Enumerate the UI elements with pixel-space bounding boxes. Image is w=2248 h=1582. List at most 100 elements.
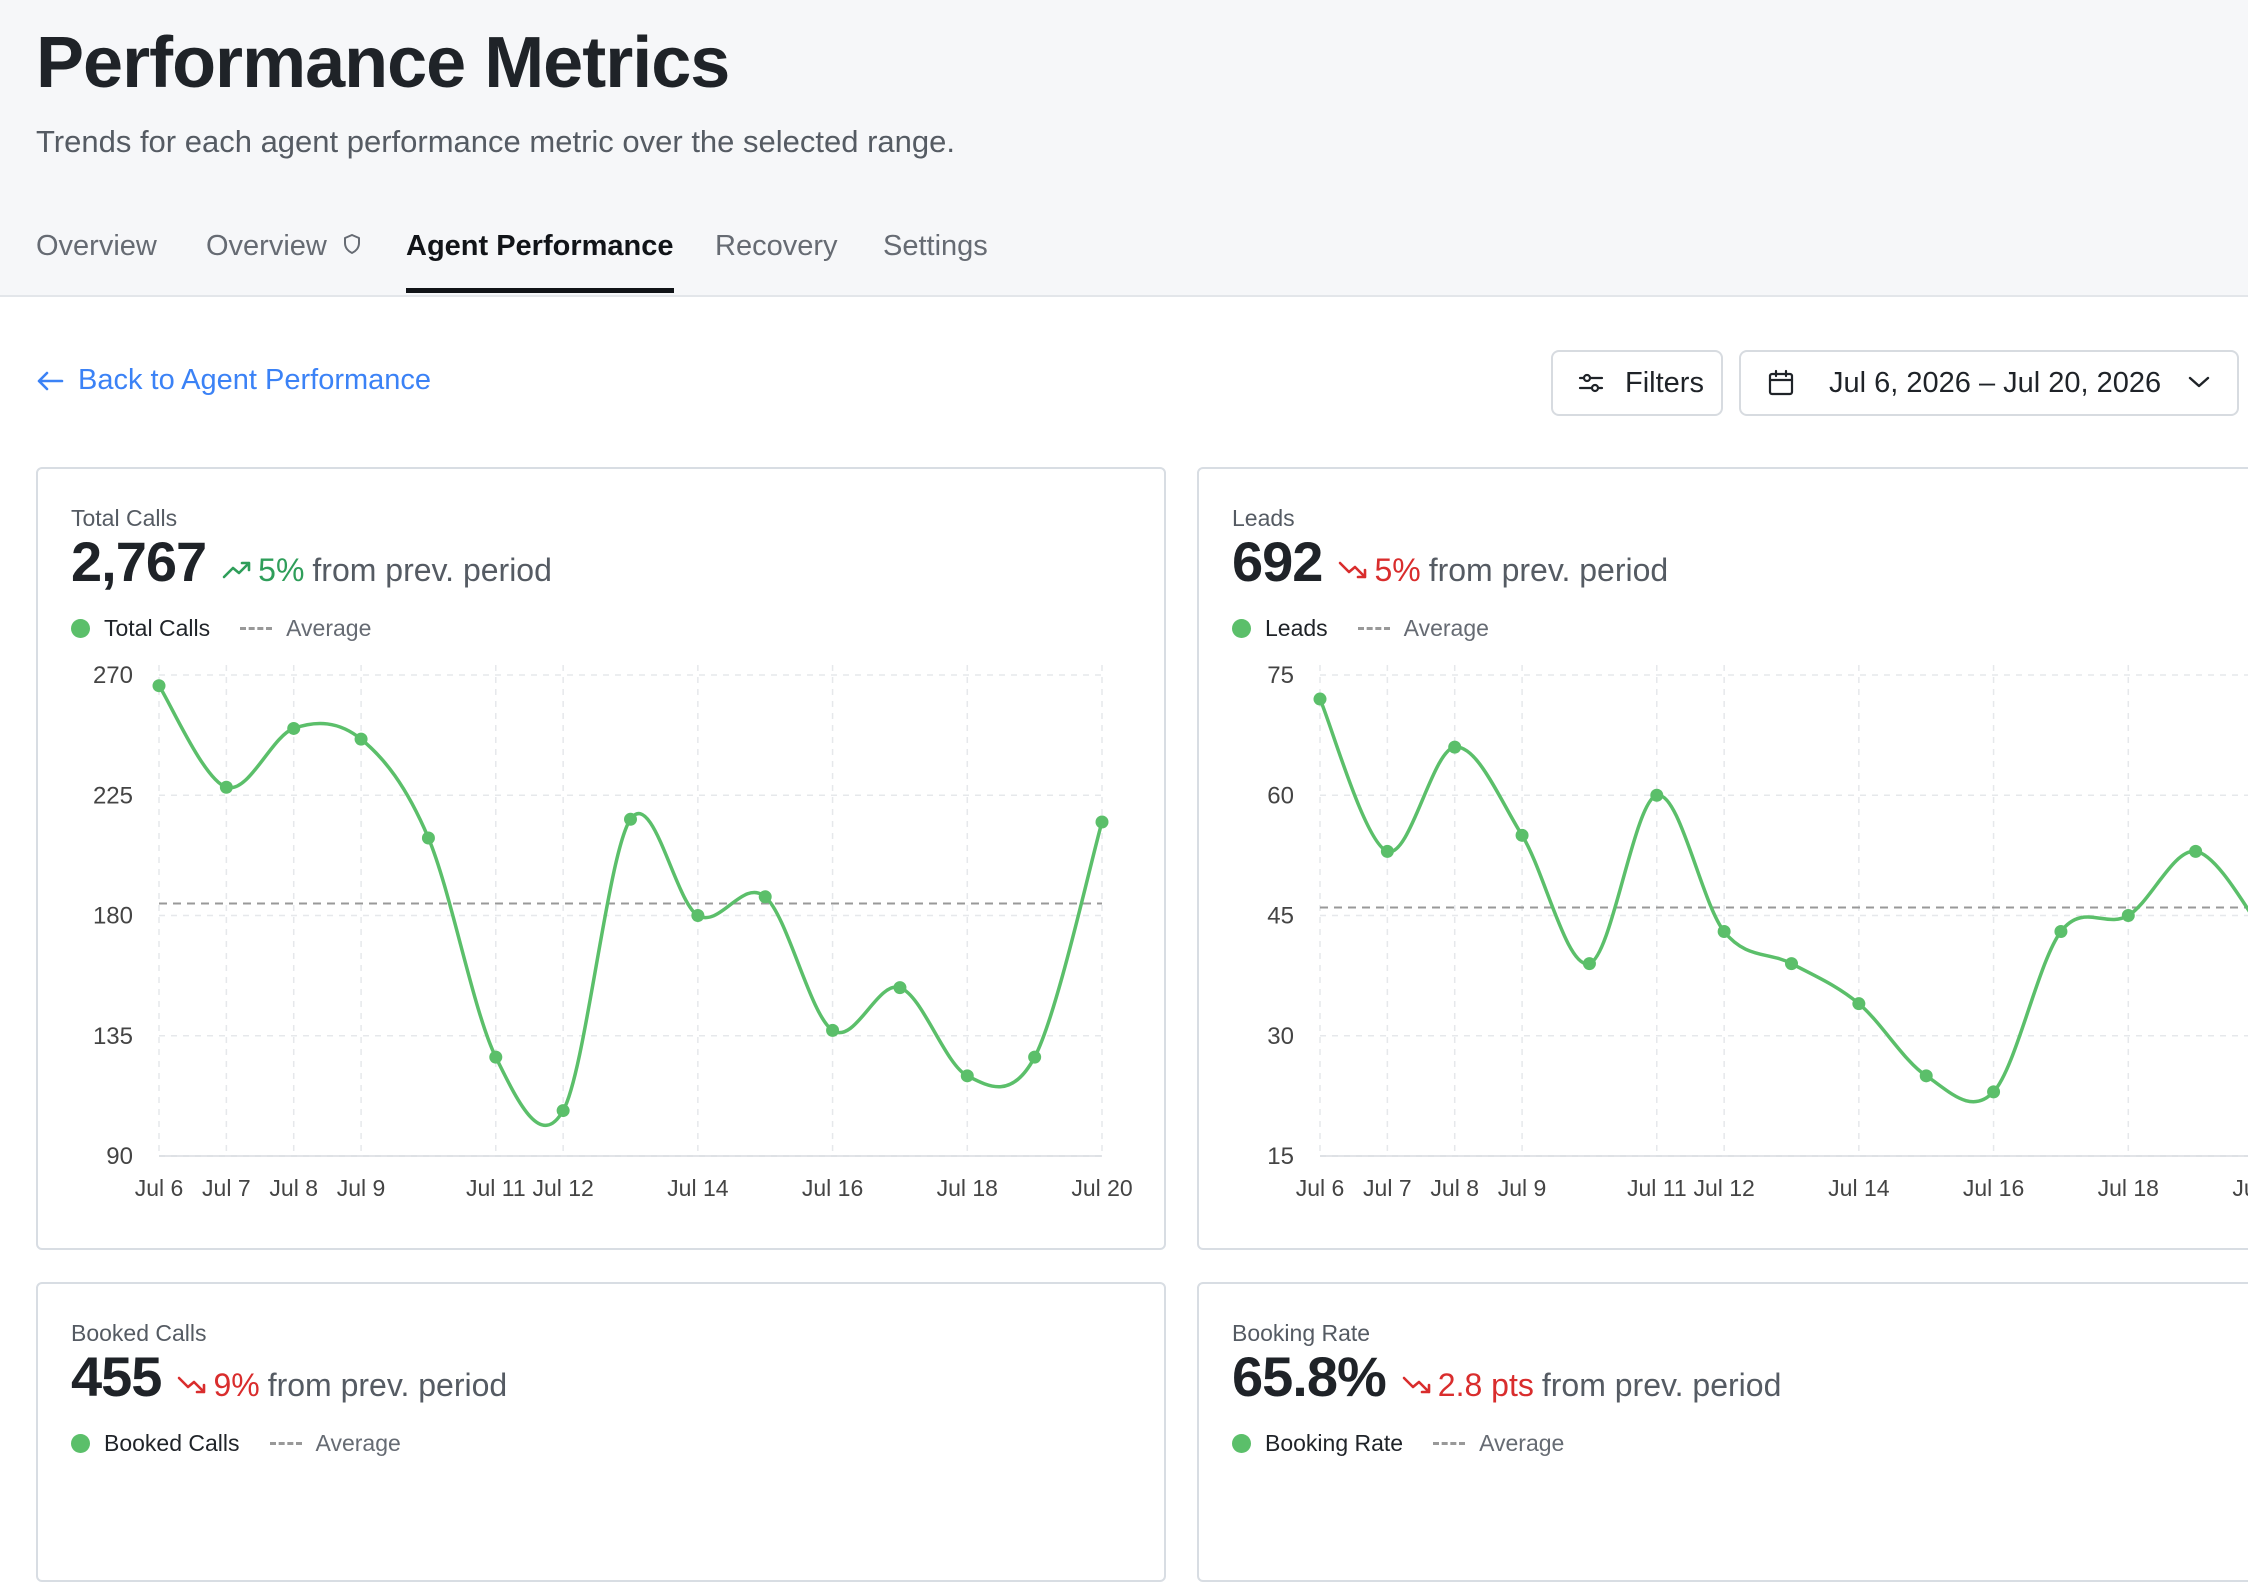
chart-legend: Booked Calls Average: [71, 1430, 401, 1457]
tab-label: Settings: [883, 230, 988, 262]
data-point: [624, 812, 637, 826]
metric-label: Booking Rate: [1232, 1320, 1371, 1346]
data-point: [219, 780, 233, 794]
tab-label: Agent Performance: [406, 230, 674, 262]
data-point: [1448, 740, 1462, 754]
legend-series-label: Leads: [1265, 615, 1328, 641]
data-point: [556, 1104, 570, 1118]
x-tick-label: Jul 18: [937, 1175, 998, 1201]
data-point: [826, 1023, 840, 1037]
data-point: [2121, 909, 2135, 922]
trend-suffix: from prev. period: [312, 552, 552, 588]
legend-average-swatch: [1357, 627, 1390, 630]
legend-series-swatch: [1232, 1434, 1251, 1453]
metric-value-row: 455 9% from prev. period: [71, 1344, 507, 1409]
x-tick-label: Jul 11: [466, 1175, 526, 1201]
metric-value-row: 2,767 5% from prev. period: [71, 529, 552, 594]
data-point: [758, 890, 772, 904]
x-tick-label: Jul 12: [1693, 1175, 1754, 1201]
legend-series-swatch: [71, 619, 90, 638]
series-line: [1318, 698, 2248, 1104]
calendar-icon: [1768, 369, 1794, 396]
tab-label: Overview: [36, 230, 157, 262]
legend-average-swatch: [269, 1442, 302, 1445]
x-tick-label: Jul 12: [532, 1175, 593, 1201]
trend-up-icon: [222, 552, 258, 589]
y-tick-label: 225: [93, 782, 133, 809]
metric-card-booked-calls: Booked Calls 455 9% from prev. period Booked…: [36, 1282, 1166, 1582]
x-tick-label: Jul 9: [1498, 1175, 1547, 1201]
x-tick-label: Jul 8: [269, 1175, 318, 1201]
metric-label: Booked Calls: [71, 1320, 207, 1346]
legend-series-label: Booked Calls: [104, 1430, 240, 1456]
x-tick-label: Jul 16: [802, 1175, 863, 1201]
x-tick-label: Jul 7: [202, 1175, 251, 1201]
page-header: Performance Metrics Trends for each agen…: [0, 0, 2248, 297]
data-point: [1582, 957, 1596, 971]
data-point: [893, 981, 907, 995]
legend-average-label: Average: [286, 615, 372, 641]
x-tick-label: Jul 6: [135, 1175, 184, 1201]
metric-card-leads: 15 30 45 60 75 Jul 6 Jul 7 Jul 8 Jul 9 Jul 11 Jul …: [1197, 467, 2248, 1250]
data-point: [1785, 957, 1798, 971]
data-point: [489, 1050, 503, 1064]
trend-value: 2.8 pts: [1437, 1367, 1534, 1403]
tab-agent-performance[interactable]: Agent Performance: [406, 230, 674, 293]
x-tick-label: Jul 14: [1828, 1175, 1890, 1201]
legend-series-swatch: [71, 1434, 90, 1453]
y-tick-label: 180: [93, 903, 133, 930]
filters-button[interactable]: Filters: [1551, 350, 1723, 416]
sliders-icon: [1578, 373, 1604, 393]
legend-series-swatch: [1232, 619, 1251, 638]
tab-overview-admin[interactable]: Overview: [206, 230, 361, 293]
trend-indicator: 9%: [177, 1367, 260, 1404]
x-tick-label: Jul 9: [337, 1175, 386, 1201]
data-point: [354, 732, 368, 746]
y-tick-label: 90: [106, 1143, 133, 1170]
tab-label: Overview: [206, 230, 327, 262]
data-point: [152, 679, 166, 693]
trend-suffix: from prev. period: [267, 1367, 508, 1403]
data-point: [960, 1069, 974, 1083]
data-point: [1313, 692, 1327, 706]
trend-indicator: 2.8 pts: [1402, 1367, 1534, 1404]
y-tick-label: 75: [1267, 662, 1294, 689]
data-point: [1095, 815, 1109, 829]
series-line: [157, 684, 1104, 1127]
page-title: Performance Metrics: [36, 23, 730, 103]
back-to-agent-performance-link[interactable]: Back to Agent Performance: [36, 364, 431, 397]
y-tick-label: 30: [1267, 1023, 1294, 1050]
legend-average-swatch: [1433, 1442, 1466, 1445]
trend-suffix: from prev. period: [1428, 552, 1669, 588]
tab-overview[interactable]: Overview: [36, 230, 157, 293]
date-range-value: Jul 6, 2026 – Jul 20, 2026: [1829, 366, 2162, 399]
date-range-picker[interactable]: Jul 6, 2026 – Jul 20, 2026: [1739, 350, 2239, 416]
filters-label: Filters: [1625, 366, 1704, 399]
trend-indicator: 5%: [1338, 552, 1421, 589]
x-tick-label: Jul 11: [1627, 1175, 1687, 1201]
trend-down-icon: [1402, 1367, 1438, 1404]
arrow-left-icon: [37, 371, 64, 390]
trend-value: 5%: [258, 552, 305, 588]
data-point: [2189, 844, 2203, 858]
tab-recovery[interactable]: Recovery: [715, 230, 838, 293]
y-tick-label: 15: [1267, 1143, 1294, 1170]
x-tick-label: Jul 7: [1363, 1175, 1412, 1201]
chart-legend: Leads Average: [1232, 615, 1489, 642]
x-tick-label: Jul 18: [2098, 1175, 2159, 1201]
tab-settings[interactable]: Settings: [883, 230, 988, 293]
legend-average-swatch: [240, 627, 273, 630]
line-chart: 90 135 180 225 270 Jul 6 Jul 7 Jul 8 Jul 9 Jul 11…: [93, 662, 1133, 1201]
x-tick-label: Jul 20: [2232, 1175, 2248, 1201]
data-point: [1028, 1050, 1042, 1064]
shield-icon: [343, 229, 361, 262]
metric-card-booking-rate: Booking Rate 65.8% 2.8 pts from prev. perio…: [1197, 1282, 2248, 1582]
data-point: [1650, 788, 1664, 802]
data-point: [1919, 1069, 1933, 1083]
metric-label: Total Calls: [71, 505, 178, 531]
data-point: [1717, 925, 1731, 939]
x-tick-label: Jul 8: [1430, 1175, 1479, 1201]
tab-label: Recovery: [715, 230, 838, 262]
metric-value: 455: [71, 1345, 162, 1408]
data-point: [1852, 997, 1866, 1011]
